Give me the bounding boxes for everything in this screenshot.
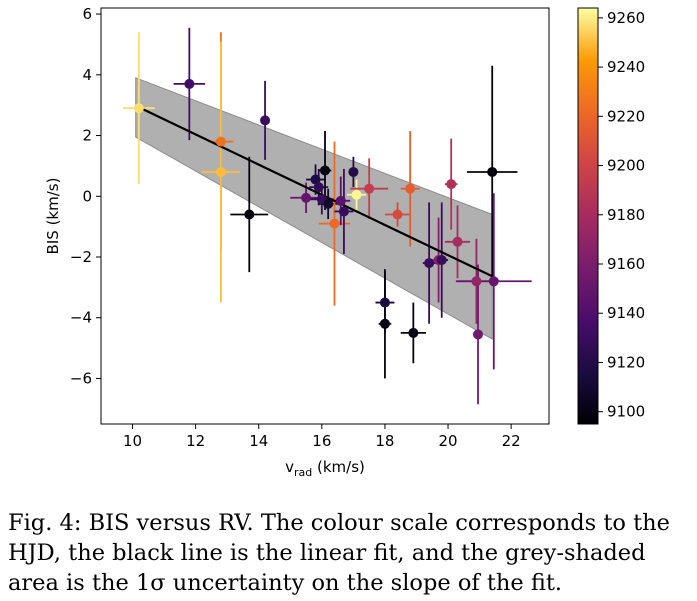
data-point <box>436 255 447 266</box>
y-tick-label: 6 <box>82 5 92 23</box>
y-tick-label: −2 <box>70 248 92 266</box>
y-tick-label: 2 <box>82 127 92 145</box>
x-axis-label: vrad (km/s) <box>285 458 365 479</box>
data-point <box>424 258 435 269</box>
x-tick-label: 14 <box>249 432 268 450</box>
data-point <box>446 179 457 190</box>
figure-caption: Fig. 4: BIS versus RV. The colour scale … <box>8 510 670 596</box>
colorbar-tick-label: 9220 <box>607 107 645 125</box>
colorbar-tick-label: 9240 <box>607 58 645 76</box>
colorbar-ticks: 9100 9120 9140 9160 9180 9200 9220 9240 9260 <box>598 9 645 421</box>
data-point <box>313 182 324 193</box>
data-point <box>452 236 463 247</box>
data-point <box>133 103 144 114</box>
y-tick-label: −6 <box>70 369 92 387</box>
data-point <box>379 297 390 308</box>
colorbar-tick-label: 9260 <box>607 9 645 27</box>
data-point <box>364 183 375 194</box>
data-point <box>329 218 340 229</box>
data-point <box>379 318 390 329</box>
data-point <box>488 276 499 287</box>
data-point <box>392 209 403 220</box>
colorbar-tick-label: 9120 <box>607 353 645 371</box>
x-tick-label: 22 <box>502 432 521 450</box>
data-point <box>184 78 195 89</box>
axes: 10 12 14 16 18 20 22 −6 −4 −2 0 2 4 6 <box>70 5 521 450</box>
data-point <box>301 192 312 203</box>
data-point <box>405 183 416 194</box>
fit-line <box>135 104 493 278</box>
data-point <box>215 136 226 147</box>
data-point <box>323 198 334 209</box>
data-point <box>473 329 484 340</box>
x-tick-label: 10 <box>123 432 142 450</box>
chart: 10 12 14 16 18 20 22 −6 −4 −2 0 2 4 6 9100 9120 9140 916… <box>44 5 645 479</box>
plot-frame <box>100 7 550 425</box>
colorbar-tick-label: 9200 <box>607 157 645 175</box>
data-point <box>408 327 419 338</box>
data-point <box>215 166 226 177</box>
y-tick-label: 0 <box>82 187 92 205</box>
colorbar <box>577 7 599 425</box>
data-point <box>310 174 321 185</box>
data-point <box>260 115 271 126</box>
x-tick-label: 18 <box>375 432 394 450</box>
y-tick-label: 4 <box>82 66 92 84</box>
y-axis-label: BIS (km/s) <box>44 178 62 255</box>
data-point <box>244 209 255 220</box>
colorbar-tick-label: 9100 <box>607 403 645 421</box>
data-point <box>335 195 346 206</box>
data-point <box>320 165 330 176</box>
data-point <box>351 189 362 200</box>
data-point <box>338 206 349 217</box>
x-tick-label: 16 <box>312 432 331 450</box>
data-point <box>487 166 498 177</box>
data-point <box>471 276 482 287</box>
colorbar-tick-label: 9180 <box>607 206 645 224</box>
colorbar-tick-label: 9160 <box>607 255 645 273</box>
x-tick-label: 20 <box>438 432 457 450</box>
y-tick-label: −4 <box>70 309 92 327</box>
colorbar-tick-label: 9140 <box>607 304 645 322</box>
data-point <box>348 166 359 177</box>
plot-area <box>123 27 532 405</box>
x-tick-label: 12 <box>186 432 205 450</box>
